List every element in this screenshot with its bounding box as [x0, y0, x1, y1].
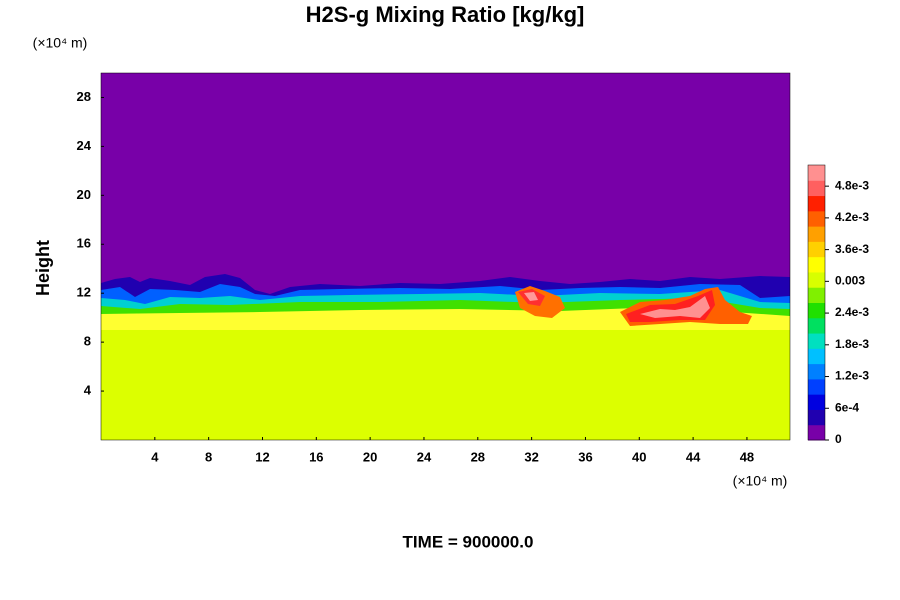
- colorbar-band: [808, 363, 825, 380]
- colorbar-tick-label: 3.6e-3: [835, 242, 869, 256]
- colorbar-band: [808, 180, 825, 197]
- y-tick-label: 20: [77, 187, 91, 202]
- colorbar-band: [808, 210, 825, 227]
- colorbar-band: [808, 226, 825, 242]
- colorbar-band: [808, 333, 825, 349]
- x-tick-label: 24: [417, 449, 432, 464]
- x-tick-label: 20: [363, 449, 377, 464]
- colorbar-band: [808, 409, 825, 426]
- x-tick-label: 8: [205, 449, 212, 464]
- x-tick-label: 12: [255, 449, 269, 464]
- plot-frame: [100, 72, 791, 441]
- field-blob: [640, 296, 710, 318]
- colorbar-tick-label: 6e-4: [835, 400, 859, 414]
- y-tick-label: 4: [84, 383, 92, 398]
- x-tick-label: 4: [151, 449, 159, 464]
- colorbar-band: [808, 317, 825, 334]
- y-tick-label: 24: [77, 138, 92, 153]
- x-unit: (×10⁴ m): [733, 473, 788, 489]
- x-tick-label: 48: [740, 449, 754, 464]
- colorbar-frame: [807, 164, 826, 441]
- colorbar-tick-label: 0.003: [835, 274, 865, 288]
- colorbar-band: [808, 256, 825, 273]
- colorbar-tick-label: 1.2e-3: [835, 369, 869, 383]
- colorbar-band: [808, 424, 825, 441]
- x-tick-label: 44: [686, 449, 701, 464]
- colorbar-band: [808, 241, 825, 258]
- colorbar-band: [808, 302, 825, 319]
- colorbar-tick-label: 1.8e-3: [835, 337, 869, 351]
- colorbar-band: [808, 287, 825, 303]
- colorbar-band: [808, 348, 825, 365]
- time-label: TIME = 900000.0: [403, 532, 534, 551]
- chart-title: H2S-g Mixing Ratio [kg/kg]: [306, 2, 585, 27]
- x-tick-label: 36: [578, 449, 592, 464]
- y-unit: (×10⁴ m): [33, 35, 88, 51]
- field-blob: [524, 292, 538, 301]
- x-tick-label: 28: [471, 449, 485, 464]
- colorbar-band: [808, 394, 825, 410]
- field: [100, 72, 791, 441]
- colorbar-band: [808, 271, 825, 288]
- colorbar-tick-label: 0: [835, 432, 842, 446]
- colorbar-band: [808, 378, 825, 395]
- y-tick-label: 8: [84, 334, 91, 349]
- x-tick-label: 32: [524, 449, 538, 464]
- colorbar-band: [808, 195, 825, 212]
- colorbar-tick-label: 2.4e-3: [835, 305, 869, 319]
- field-band: [101, 330, 790, 440]
- colorbar-band: [808, 165, 825, 181]
- colorbar-tick-label: 4.2e-3: [835, 210, 869, 224]
- x-tick-label: 16: [309, 449, 323, 464]
- y-tick-label: 28: [77, 89, 91, 104]
- x-tick-label: 40: [632, 449, 646, 464]
- y-axis-label: Height: [33, 240, 53, 296]
- y-tick-label: 16: [77, 236, 91, 251]
- y-tick-label: 12: [77, 285, 91, 300]
- colorbar-tick-label: 4.8e-3: [835, 178, 869, 192]
